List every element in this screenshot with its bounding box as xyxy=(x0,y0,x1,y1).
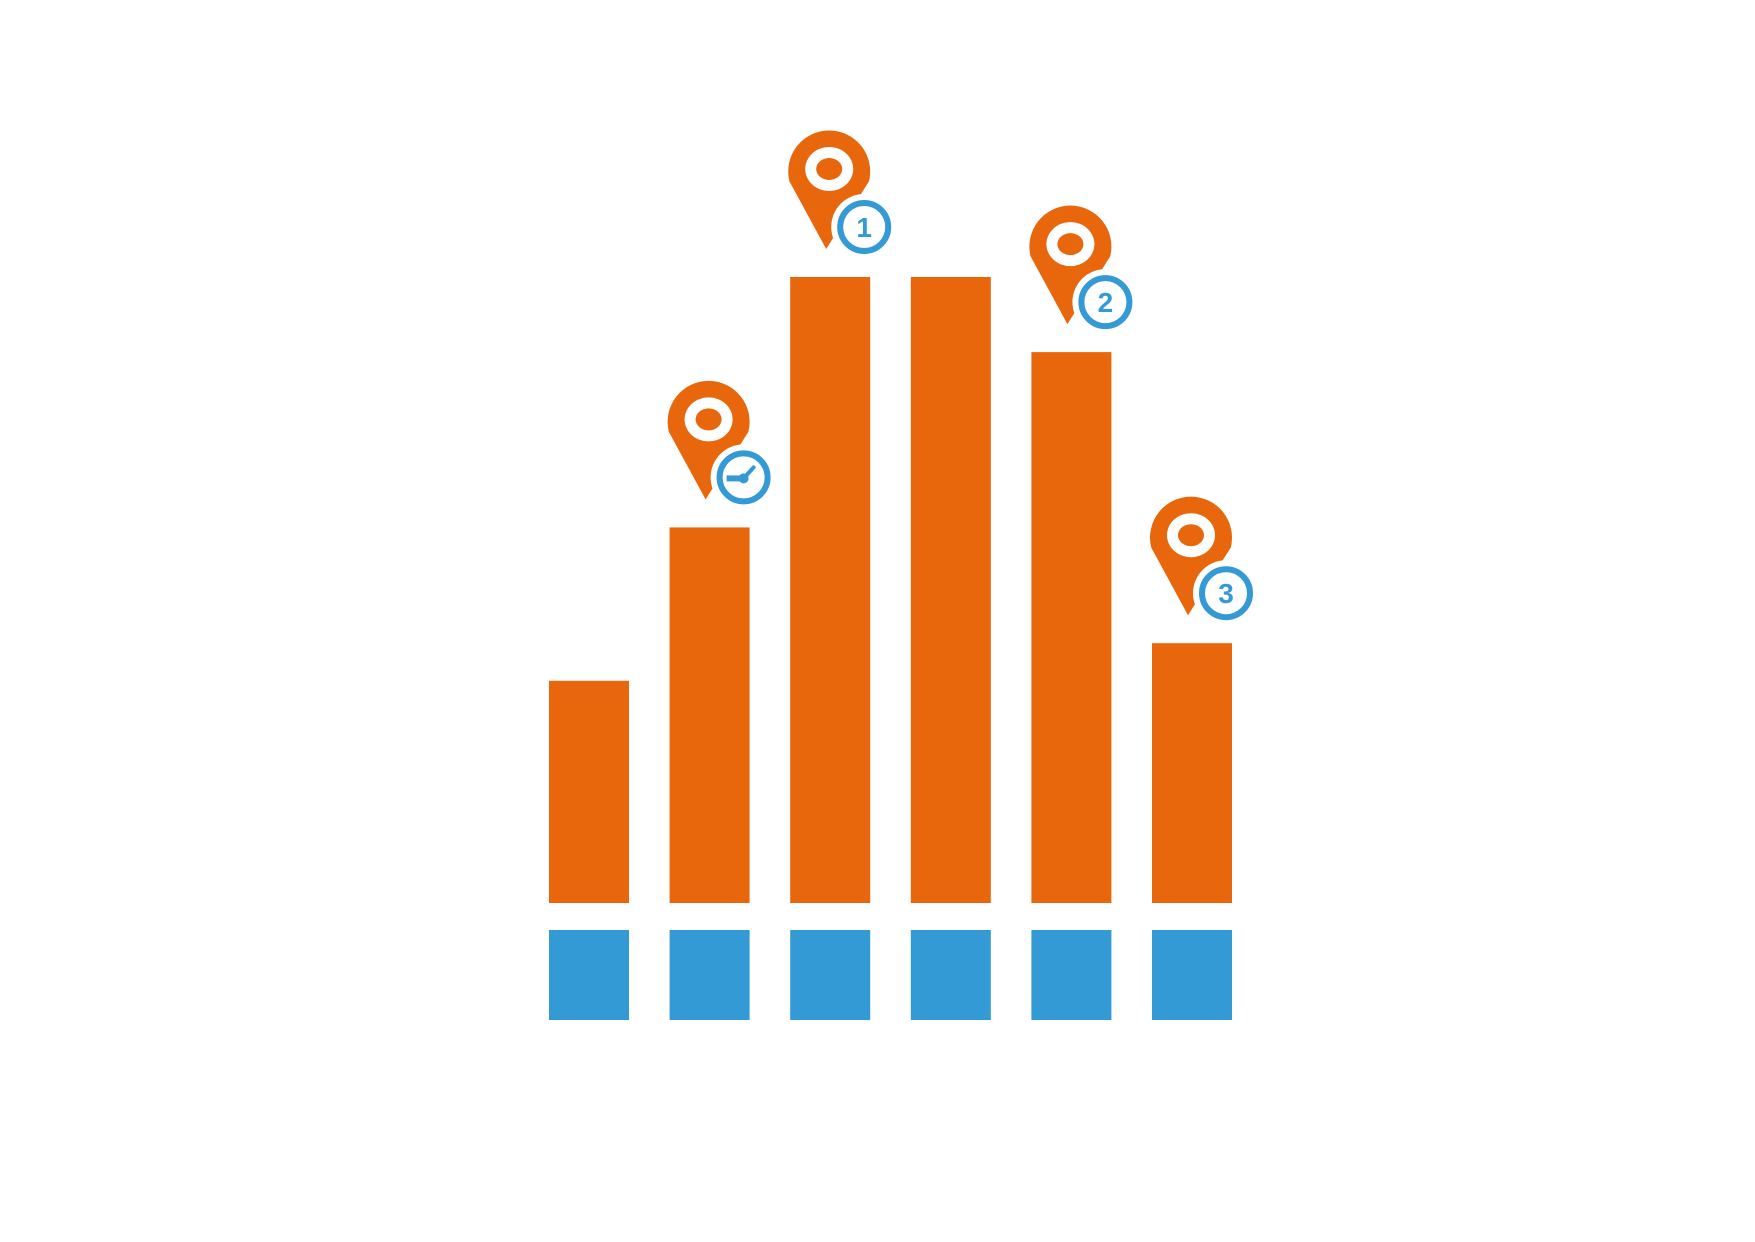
badge-number: 3 xyxy=(1218,578,1234,609)
bar-6 xyxy=(1152,643,1232,903)
badge-number: 2 xyxy=(1098,287,1114,318)
number-badge xyxy=(837,200,892,254)
clock-icon xyxy=(726,465,756,484)
pin-dot-icon xyxy=(816,158,843,180)
pin-dot-icon xyxy=(1057,233,1084,256)
category-block-6 xyxy=(1152,930,1232,1020)
bar-2 xyxy=(669,527,750,903)
badge-number: 1 xyxy=(856,212,872,243)
pin-dot-icon xyxy=(1178,524,1204,547)
number-badge xyxy=(1199,566,1253,621)
pin-dot-icon xyxy=(695,408,722,431)
category-block-3 xyxy=(790,930,871,1020)
bar-4 xyxy=(910,277,991,903)
bars-layer xyxy=(549,277,1232,904)
bar-1 xyxy=(549,680,629,903)
location-pin-marker xyxy=(667,380,777,511)
category-block-1 xyxy=(549,930,629,1020)
bar-3 xyxy=(790,277,871,903)
location-pin-marker: 3 xyxy=(1150,496,1259,627)
location-pin-marker: 1 xyxy=(788,130,898,260)
category-block-4 xyxy=(910,930,991,1020)
location-pins-layer: 1 2 3 xyxy=(667,130,1259,627)
category-block-5 xyxy=(1031,930,1112,1020)
bar-5 xyxy=(1031,352,1112,904)
category-block-2 xyxy=(669,930,750,1020)
number-badge xyxy=(1078,275,1133,330)
location-pin-marker: 2 xyxy=(1029,205,1139,336)
category-blocks-layer xyxy=(549,930,1232,1020)
